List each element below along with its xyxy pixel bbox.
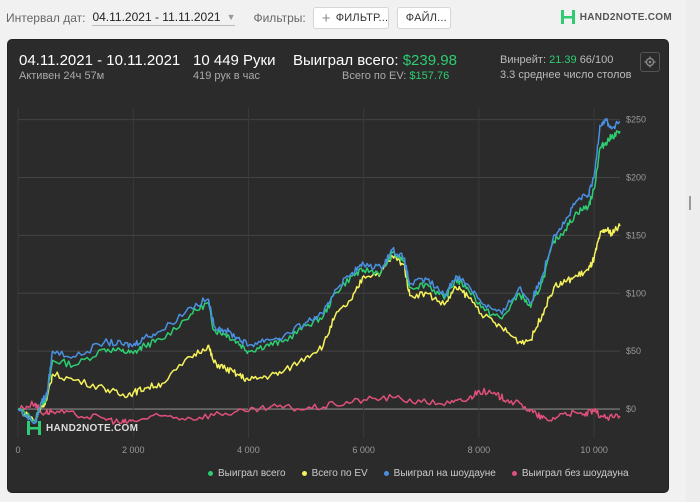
x-tick-label: 4 000 (237, 445, 260, 455)
plus-icon: + (321, 9, 331, 27)
legend-label-won: Выиграл всего (218, 468, 286, 479)
winrate: Винрейт: 21.39 66/100 (500, 54, 613, 66)
legend-item-nonshowdown[interactable]: Выиграл без шоудауна (511, 468, 629, 479)
x-tick-label: 8 000 (468, 445, 491, 455)
graph-panel: 04.11.2021 - 10.11.2021 Активен 24ч 57м … (8, 40, 668, 492)
x-tick-label: 0 (15, 445, 20, 455)
x-tick-label: 2 000 (122, 445, 145, 455)
date-range-select[interactable]: 04.11.2021 - 11.11.2021 ▼ (92, 10, 236, 26)
won-total-value: $239.98 (402, 52, 457, 69)
legend-item-showdown[interactable]: Выиграл на шоудауне (383, 468, 496, 479)
legend-label-showdown: Выиграл на шоудауне (393, 468, 496, 479)
legend-item-ev[interactable]: Всего по EV (301, 468, 368, 479)
settings-button[interactable] (640, 52, 660, 72)
series-line-won (17, 130, 621, 423)
interval-label: Интервал дат: (6, 11, 86, 25)
hand2note-logo-icon (560, 10, 575, 24)
filter-button-label: ФИЛЬТР... (335, 12, 389, 24)
legend-item-won[interactable]: Выиграл всего (208, 468, 286, 479)
x-tick-label: 10 000 (580, 445, 608, 455)
scrollbar-track[interactable] (686, 0, 700, 502)
series-line-showdown (17, 117, 621, 425)
hand2note-logo-icon (27, 421, 41, 435)
top-toolbar: Интервал дат: 04.11.2021 - 11.11.2021 ▼ … (0, 0, 686, 36)
won-total-label: Выиграл всего: (293, 52, 399, 69)
watermark-text: HAND2NOTE.COM (46, 422, 139, 434)
hands-count: 10 449 Руки (193, 52, 276, 69)
series-line-ev (17, 223, 621, 422)
legend-dot-won (208, 471, 213, 476)
winrate-value: 21.39 (549, 54, 577, 66)
hands-per-hour: 419 рук в час (193, 70, 261, 82)
legend-dot-showdown (383, 471, 389, 476)
y-tick-label: $250 (626, 115, 646, 125)
series-line-nonshowdown (17, 387, 621, 425)
chart-watermark: HAND2NOTE.COM (26, 420, 138, 436)
ev-total-value: $157.76 (409, 70, 450, 82)
brand-logo: HAND2NOTE.COM (560, 9, 672, 25)
date-range-value: 04.11.2021 - 11.11.2021 (92, 10, 221, 24)
legend-dot-nonshowdown (511, 471, 517, 476)
filter-button[interactable]: + ФИЛЬТР... (312, 7, 389, 29)
y-tick-label: $100 (626, 288, 646, 298)
y-tick-label: $50 (626, 346, 641, 356)
files-button[interactable]: ФАЙЛ... (396, 7, 451, 29)
filters-label: Фильтры: (253, 11, 306, 25)
legend-label-nonshowdown: Выиграл без шоудауна (521, 468, 629, 479)
legend-label-ev: Всего по EV (311, 468, 368, 479)
winrate-label: Винрейт: (500, 54, 547, 66)
y-tick-label: $0 (626, 404, 636, 414)
period-text: 04.11.2021 - 10.11.2021 (19, 52, 181, 69)
legend-dot-ev (301, 471, 307, 476)
ev-total: Всего по EV: $157.76 (342, 70, 449, 82)
files-button-label: ФАЙЛ... (405, 12, 447, 24)
avg-tables: 3.3 среднее число столов (500, 69, 632, 81)
gear-icon (644, 56, 656, 68)
y-tick-label: $200 (626, 172, 646, 182)
chevron-down-icon: ▼ (226, 12, 236, 22)
y-tick-label: $150 (626, 230, 646, 240)
profit-chart: $0 $50 $100 $150 $200 $250 0 2 000 4 000 6 000 8 0… (15, 108, 646, 455)
chart-legend: Выиграл всего Всего по EV Выиграл на шоу… (208, 468, 629, 479)
brand-text: HAND2NOTE.COM (579, 11, 672, 23)
winrate-suffix: 66/100 (579, 54, 614, 66)
scrollbar-thumb[interactable] (689, 196, 691, 210)
ev-total-label: Всего по EV: (342, 70, 407, 82)
won-total: Выиграл всего: $239.98 (293, 52, 457, 69)
x-tick-label: 6 000 (352, 445, 375, 455)
active-time-text: Активен 24ч 57м (19, 70, 105, 82)
